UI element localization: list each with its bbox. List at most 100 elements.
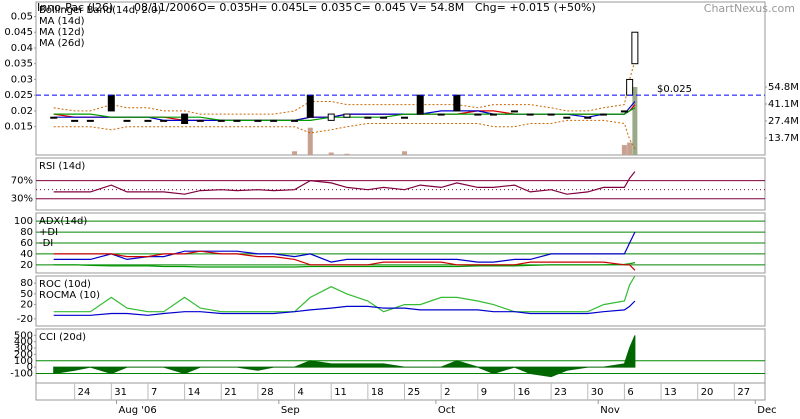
legend-entry: +DI — [39, 227, 58, 238]
y-tick-label: 0.03 — [11, 74, 33, 85]
candle-body — [584, 116, 592, 119]
candle-body — [626, 78, 634, 96]
candle-body — [401, 116, 408, 119]
candle-body — [547, 113, 555, 116]
candle-body — [50, 116, 58, 119]
volume-bar — [292, 151, 298, 155]
indicator-line — [53, 276, 636, 313]
legend-entry: ROCMA (10) — [39, 290, 100, 301]
reference-label: $0.025 — [657, 84, 692, 95]
candle-body — [490, 113, 498, 116]
bollinger-lower — [53, 119, 636, 149]
moving-average — [53, 104, 636, 121]
legend-entry: MA (14d) — [39, 16, 85, 27]
y2-tick-label: 13.7M — [768, 133, 799, 144]
quote-field: O= 0.035 — [198, 1, 251, 14]
candle-body — [196, 119, 204, 122]
candle-body — [306, 94, 314, 118]
candle-body — [233, 119, 241, 122]
candle-body — [327, 113, 335, 121]
volume-bar — [328, 152, 334, 155]
candle-body — [107, 94, 115, 112]
indicator-line — [53, 250, 636, 271]
month-label: Aug '06 — [119, 405, 157, 416]
panel-frame — [35, 328, 766, 384]
quote-field: V= 54.8M — [410, 1, 464, 14]
volume-bar — [627, 142, 633, 155]
y-tick-label: 0 — [27, 362, 33, 373]
candle-body — [437, 113, 445, 116]
y-tick-label: 70% — [11, 176, 33, 187]
panel-frame — [35, 157, 766, 211]
y-tick-label: -100 — [10, 368, 33, 379]
panel — [50, 31, 639, 155]
panel-frame — [35, 1, 766, 156]
candle-body — [620, 110, 628, 113]
x-tick-label: 2 — [444, 387, 450, 398]
legend-entry: Bollinger Band(14d, 2.0) — [39, 5, 161, 16]
bollinger-upper — [53, 60, 636, 115]
quote-field: H= 0.045 — [250, 1, 302, 14]
source: ChartNexus.com — [704, 2, 795, 15]
legend-entry: ROC (10d) — [39, 279, 91, 290]
month-label: Sep — [281, 405, 300, 416]
panel — [36, 335, 765, 378]
moving-average — [53, 107, 636, 121]
candle-body — [416, 94, 424, 115]
candle-body — [474, 113, 482, 116]
y2-tick-label: 27.4M — [768, 116, 799, 127]
indicator-line — [53, 171, 636, 195]
x-tick-label: 21 — [224, 387, 237, 398]
x-tick-label: 14 — [188, 387, 201, 398]
legend-entry: RSI (14d) — [39, 161, 85, 172]
y-tick-label: 0.025 — [4, 90, 33, 101]
legend-entry: MA (12d) — [39, 27, 85, 38]
candle-body — [364, 116, 372, 119]
y-tick-label: 0.015 — [4, 122, 33, 133]
x-tick-label: 16 — [517, 387, 530, 398]
y-tick-label: 20 — [20, 300, 33, 311]
volume-bar — [632, 87, 638, 155]
x-tick-label: 18 — [371, 387, 384, 398]
candle-body — [526, 113, 534, 116]
panel — [36, 220, 765, 271]
legend-entry: -DI — [39, 238, 53, 249]
y-tick-label: 40 — [20, 249, 33, 260]
y2-tick-label: 54.8M — [768, 82, 799, 93]
x-tick-label: 31 — [114, 387, 127, 398]
candle-body — [291, 119, 299, 122]
volume-bar — [621, 145, 627, 155]
y-tick-label: 300 — [14, 343, 33, 354]
volume-bar — [344, 153, 350, 155]
y-tick-label: 80 — [20, 278, 33, 289]
candle-body — [631, 31, 639, 65]
candle-body — [343, 113, 351, 118]
indicator-line — [53, 262, 636, 268]
candle-body — [599, 113, 607, 116]
quote-field: L= 0.035 — [302, 1, 352, 14]
y-tick-label: 80 — [20, 227, 33, 238]
indicator-line — [53, 300, 636, 316]
candle-body — [254, 119, 262, 122]
panel — [53, 276, 636, 316]
y-tick-label: 0.02 — [11, 106, 33, 117]
candle-body — [144, 119, 152, 122]
candle-body — [217, 119, 225, 122]
candle-body — [453, 94, 461, 112]
y-tick-label: 20 — [20, 260, 33, 271]
y-tick-label: 0.035 — [4, 59, 33, 70]
x-tick-label: 20 — [701, 387, 714, 398]
quote-field: C= 0.045 — [354, 1, 406, 14]
month-label: Nov — [600, 405, 620, 416]
legend-entry: CCI (20d) — [39, 332, 86, 343]
panel-frame — [35, 275, 766, 327]
candle-body — [380, 116, 388, 119]
x-tick-label: 24 — [78, 387, 91, 398]
y-tick-label: 0.05 — [11, 11, 33, 22]
candle-body — [123, 119, 131, 122]
y-tick-label: 500 — [14, 330, 33, 341]
y-tick-label: 30% — [11, 194, 33, 205]
candle-body — [270, 119, 278, 122]
y-tick-label: 100 — [14, 356, 33, 367]
